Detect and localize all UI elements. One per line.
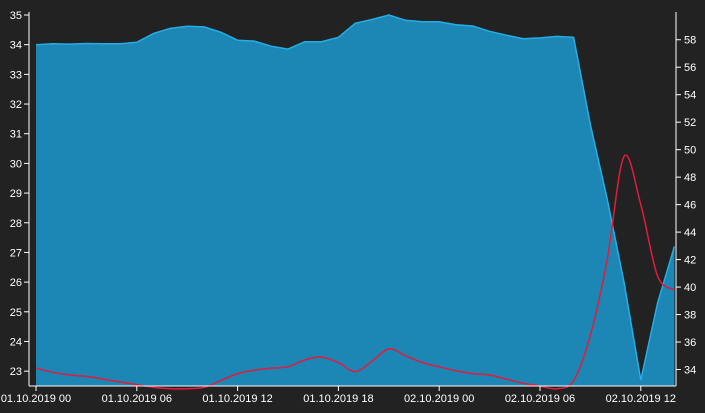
- area-fill: [36, 15, 675, 386]
- y-left-tick-label: 27: [10, 247, 22, 259]
- y-right-tick-label: 36: [684, 337, 696, 349]
- x-tick-label: 02.10.2019 06: [505, 393, 575, 405]
- y-right-tick-label: 40: [684, 282, 696, 294]
- x-tick-label: 01.10.2019 00: [1, 393, 71, 405]
- x-tick-label: 01.10.2019 18: [303, 393, 373, 405]
- y-right-tick-label: 46: [684, 200, 696, 212]
- area-outline: [35, 14, 676, 381]
- y-left-tick-label: 29: [10, 188, 22, 200]
- y-left-tick-label: 33: [10, 69, 22, 81]
- axes: 23 24 25 26 27 28 29 30 31 32 33 34 35 34 36 38 40 42 44 46…: [1, 10, 696, 405]
- y-left-tick-label: 23: [10, 366, 22, 378]
- y-left-tick-label: 32: [10, 99, 22, 111]
- area-series: [35, 14, 676, 386]
- y-right-tick-label: 56: [684, 62, 696, 74]
- y-right-tick-label: 50: [684, 145, 696, 157]
- y-left-tick-label: 31: [10, 129, 22, 141]
- y-left-tick-label: 34: [10, 40, 22, 52]
- y-right-tick-label: 48: [684, 172, 696, 184]
- x-tick-label: 01.10.2019 06: [102, 393, 172, 405]
- y-right-tick-label: 38: [684, 310, 696, 322]
- y-left-tick-label: 24: [10, 336, 22, 348]
- y-left-tick-label: 26: [10, 277, 22, 289]
- x-tick-label: 02.10.2019 00: [404, 393, 474, 405]
- y-right-tick-label: 54: [684, 90, 696, 102]
- y-left-tick-label: 35: [10, 10, 22, 22]
- x-tick-label: 02.10.2019 12: [606, 393, 676, 405]
- y-right-tick-label: 34: [684, 365, 696, 377]
- y-left-tick-label: 28: [10, 218, 22, 230]
- y-right-tick-label: 44: [684, 227, 696, 239]
- y-left-tick-label: 25: [10, 307, 22, 319]
- x-tick-label: 01.10.2019 12: [202, 393, 272, 405]
- y-right-tick-label: 42: [684, 255, 696, 267]
- y-right-tick-label: 52: [684, 117, 696, 129]
- y-right-tick-label: 58: [684, 35, 696, 47]
- y-left-tick-label: 30: [10, 158, 22, 170]
